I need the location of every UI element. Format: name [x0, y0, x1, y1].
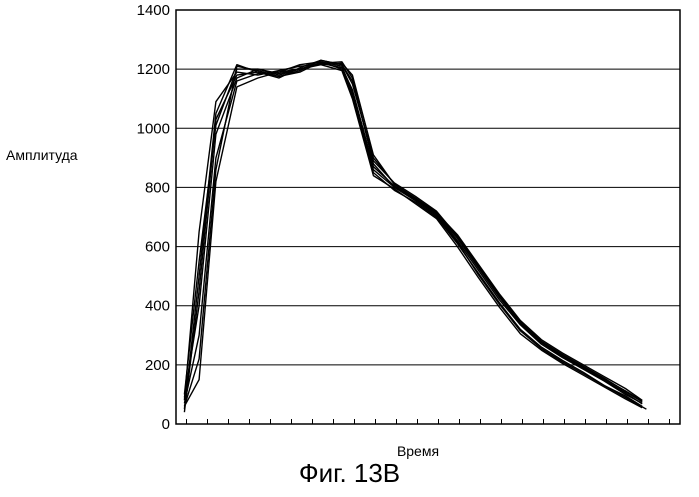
y-tick-label: 1200 — [137, 61, 170, 78]
series-line-4 — [184, 63, 642, 400]
y-tick-label: 0 — [162, 416, 170, 433]
series-line-1 — [184, 62, 646, 409]
y-tick-label: 1400 — [137, 2, 170, 19]
y-tick-label: 200 — [145, 357, 170, 374]
series-line-2 — [184, 63, 642, 403]
gridlines — [176, 69, 680, 365]
series-line-6 — [184, 62, 642, 404]
y-tick-label: 800 — [145, 179, 170, 196]
y-tick-label: 400 — [145, 298, 170, 315]
y-axis-label: Амплитуда — [6, 147, 78, 163]
series-line-3 — [184, 60, 642, 409]
series-line-7 — [184, 65, 642, 408]
figure-caption: Фиг. 13В — [0, 458, 699, 489]
y-tick-label: 1000 — [137, 120, 170, 137]
y-tick-label: 600 — [145, 239, 170, 256]
series-line-5 — [184, 62, 642, 407]
y-axis-tick-labels: 0 200 400 600 800 1000 1200 1400 — [137, 2, 170, 433]
series-lines — [184, 60, 646, 412]
x-axis-label: Время — [397, 443, 439, 459]
